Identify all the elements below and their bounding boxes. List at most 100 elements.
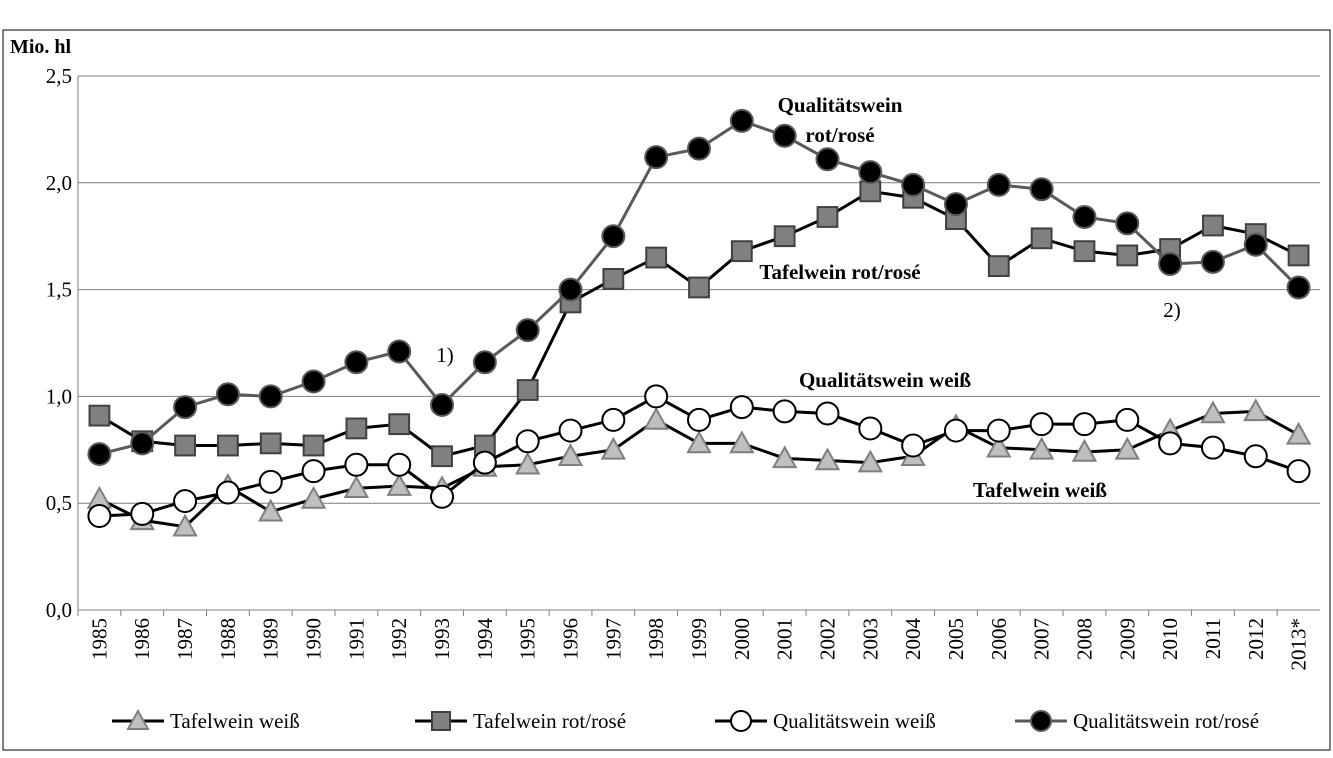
- x-tick-label: 2005: [944, 618, 968, 660]
- x-tick-label: 1998: [644, 618, 668, 660]
- legend-marker: [126, 708, 150, 730]
- data-point: [258, 384, 283, 409]
- data-point: [387, 452, 412, 477]
- annotation: 1): [436, 343, 454, 367]
- annotation: Tafelwein rot/rosé: [759, 260, 920, 284]
- data-point: [387, 339, 412, 364]
- data-point: [1285, 421, 1312, 445]
- annotation: Qualitätswein rot/rosé: [778, 93, 903, 147]
- legend-label: Tafelwein rot/rosé: [473, 709, 626, 733]
- data-point: [1115, 211, 1140, 236]
- data-point: [602, 268, 625, 290]
- data-point: [88, 404, 111, 427]
- x-tick-label: 2011: [1201, 618, 1225, 659]
- data-point: [343, 475, 370, 499]
- x-tick-label: 2009: [1115, 618, 1139, 660]
- data-point: [730, 240, 753, 263]
- data-point: [986, 434, 1012, 458]
- data-point: [386, 473, 412, 496]
- legend-label: Qualitätswein weiß: [773, 709, 936, 733]
- x-tick-label: 2010: [1158, 618, 1182, 660]
- data-point: [1116, 244, 1139, 267]
- annotation-line: Qualitätswein weiß: [799, 368, 971, 392]
- data-point: [1243, 398, 1269, 422]
- annotation-line: rot/rosé: [805, 123, 874, 147]
- annotation-line: Tafelwein rot/rosé: [759, 260, 920, 284]
- y-axis-label: Mio. hl: [10, 36, 72, 58]
- data-point: [816, 206, 839, 228]
- data-point: [215, 382, 240, 407]
- x-tick-label: 1986: [130, 618, 154, 660]
- data-point: [644, 145, 669, 170]
- x-tick-label: 1999: [687, 618, 711, 660]
- data-point: [258, 469, 283, 494]
- data-point: [772, 399, 797, 424]
- x-tick-label: 2000: [730, 618, 754, 660]
- data-point: [258, 498, 284, 522]
- data-point: [301, 459, 326, 484]
- data-point: [901, 433, 926, 458]
- data-point: [259, 432, 282, 455]
- data-point: [1029, 412, 1054, 437]
- data-point: [857, 449, 884, 473]
- legend-label: Tafelwein weiß: [170, 709, 300, 733]
- data-point: [172, 513, 198, 537]
- x-tick-label: 2001: [773, 618, 797, 660]
- data-point: [1028, 436, 1055, 460]
- data-point: [815, 147, 840, 172]
- data-point: [687, 136, 711, 161]
- data-point: [859, 180, 882, 203]
- x-tick-label: 2006: [987, 618, 1011, 660]
- x-tick-label: 1991: [344, 618, 368, 660]
- data-point: [601, 407, 626, 432]
- data-point: [986, 172, 1011, 197]
- y-tick-label: 2,5: [46, 64, 72, 88]
- x-tick-label: 1990: [302, 618, 326, 660]
- y-tick-label: 1,0: [46, 384, 72, 408]
- data-point: [1286, 275, 1311, 300]
- data-point: [858, 160, 883, 185]
- data-point: [431, 445, 453, 468]
- data-point: [1071, 438, 1098, 462]
- data-point: [216, 434, 239, 457]
- data-point: [1243, 232, 1268, 257]
- x-tick-label: 1995: [516, 618, 540, 660]
- x-tick-label: 1997: [601, 618, 625, 660]
- data-point: [901, 172, 926, 197]
- data-point: [1200, 400, 1226, 424]
- y-tick-label: 0,0: [46, 598, 72, 622]
- data-point: [1072, 204, 1097, 229]
- legend-marker: [431, 711, 451, 731]
- data-point: [1158, 431, 1183, 456]
- data-point: [87, 442, 112, 467]
- data-point: [1243, 444, 1268, 469]
- data-point: [302, 434, 325, 457]
- data-point: [686, 430, 712, 454]
- y-tick-label: 0,5: [46, 491, 72, 515]
- x-tick-label: 2007: [1030, 618, 1054, 660]
- x-tick-label: 2013*: [1287, 618, 1311, 671]
- annotation-line: 2): [1163, 298, 1181, 322]
- data-point: [558, 277, 583, 302]
- x-tick-label: 1987: [173, 618, 197, 660]
- data-point: [1200, 249, 1225, 274]
- data-point: [130, 501, 155, 526]
- x-tick-label: 1985: [87, 618, 111, 660]
- legend-label: Qualitätswein rot/rosé: [1073, 709, 1259, 733]
- data-point: [1158, 251, 1183, 276]
- annotation-line: Tafelwein weiß: [973, 478, 1107, 502]
- data-point: [729, 108, 754, 133]
- data-point: [987, 255, 1010, 278]
- data-point: [515, 318, 540, 343]
- data-point: [688, 276, 710, 299]
- chart-frame: [2, 29, 1331, 751]
- data-point: [472, 450, 497, 475]
- x-tick-label: 2003: [858, 618, 882, 660]
- data-point: [345, 417, 368, 440]
- data-point: [515, 429, 540, 454]
- data-point: [130, 431, 155, 456]
- x-tick-label: 1993: [430, 618, 454, 660]
- data-point: [601, 224, 626, 249]
- legend-marker: [1030, 710, 1052, 732]
- data-point: [600, 436, 627, 460]
